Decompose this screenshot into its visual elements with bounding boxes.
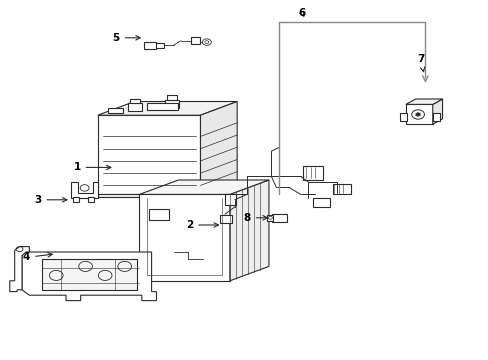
Bar	[98, 194, 200, 197]
Bar	[224, 194, 235, 205]
Bar	[144, 42, 156, 49]
Bar	[432, 113, 439, 121]
Text: 4: 4	[23, 252, 52, 262]
Bar	[88, 197, 94, 202]
Bar	[399, 113, 406, 121]
Polygon shape	[98, 115, 200, 194]
Polygon shape	[10, 247, 29, 292]
Polygon shape	[139, 180, 268, 194]
Bar	[165, 100, 179, 108]
Polygon shape	[71, 182, 98, 198]
Polygon shape	[200, 181, 237, 197]
Circle shape	[415, 113, 420, 116]
Bar	[190, 37, 200, 44]
Text: 6: 6	[298, 8, 305, 18]
Bar	[166, 95, 177, 100]
Bar	[149, 209, 168, 220]
Bar	[146, 103, 178, 110]
Polygon shape	[432, 99, 442, 124]
Polygon shape	[41, 259, 137, 290]
Bar	[128, 103, 142, 111]
Bar	[73, 197, 79, 202]
Bar	[267, 215, 273, 221]
Text: 2: 2	[185, 220, 218, 230]
Bar	[312, 198, 329, 207]
Text: 3: 3	[34, 195, 67, 205]
Text: 5: 5	[112, 33, 140, 43]
Text: 8: 8	[243, 213, 267, 223]
Polygon shape	[200, 102, 237, 194]
Bar	[108, 108, 122, 113]
Text: 1: 1	[73, 162, 111, 172]
Bar	[272, 214, 286, 222]
Text: 7: 7	[416, 54, 424, 72]
Polygon shape	[405, 104, 432, 124]
Polygon shape	[405, 99, 442, 104]
Bar	[156, 43, 163, 48]
Bar	[130, 99, 140, 103]
Polygon shape	[98, 102, 237, 115]
Bar	[332, 184, 350, 194]
Polygon shape	[22, 252, 156, 301]
Bar	[220, 215, 232, 223]
Bar	[303, 166, 322, 180]
Polygon shape	[139, 194, 229, 281]
Polygon shape	[229, 180, 268, 281]
